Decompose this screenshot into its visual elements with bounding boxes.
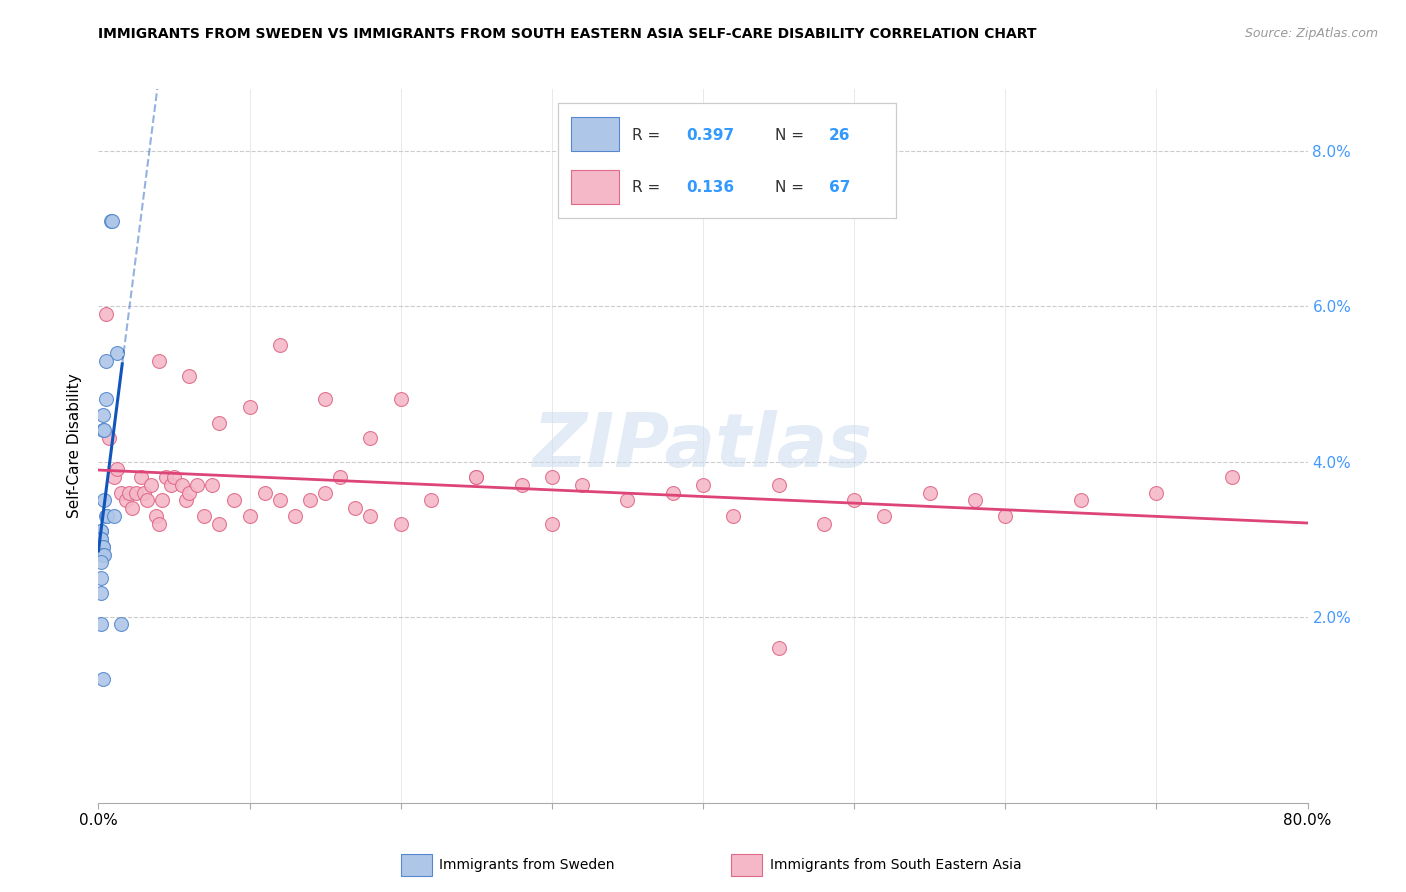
Point [873, 508, 896, 523]
Point [90, 555, 112, 569]
Point [93, 493, 115, 508]
Point [148, 516, 170, 531]
Point [208, 416, 231, 430]
Point [94, 392, 117, 407]
Point [114, 493, 136, 508]
Point [163, 470, 186, 484]
Point [994, 508, 1017, 523]
Text: Immigrants from Sweden: Immigrants from Sweden [439, 858, 614, 872]
Point [540, 470, 562, 484]
Point [129, 470, 152, 484]
Point [125, 485, 148, 500]
Point [91, 424, 114, 438]
Point [193, 508, 215, 523]
Point [90, 532, 112, 546]
Point [314, 392, 336, 407]
Point [389, 516, 412, 531]
Point [91, 540, 114, 554]
Point [186, 477, 208, 491]
Point [94, 508, 117, 523]
Point [284, 508, 307, 523]
Point [93, 548, 115, 562]
Point [145, 508, 167, 523]
Point [389, 392, 412, 407]
Point [692, 477, 714, 491]
Point [110, 617, 132, 632]
Point [132, 485, 155, 500]
Point [91, 672, 114, 686]
Point [90, 524, 112, 539]
Point [100, 214, 122, 228]
Point [170, 477, 193, 491]
Point [768, 640, 790, 655]
Point [98, 431, 121, 445]
Point [91, 408, 114, 422]
Point [94, 353, 117, 368]
Point [135, 493, 157, 508]
Point [118, 485, 141, 500]
Point [224, 493, 246, 508]
Point [94, 307, 117, 321]
Point [90, 524, 112, 539]
Point [344, 501, 367, 516]
Point [96, 508, 118, 523]
Point [201, 477, 224, 491]
Point [93, 424, 115, 438]
Point [844, 493, 866, 508]
Point [510, 477, 533, 491]
Point [110, 485, 132, 500]
Point [1220, 470, 1243, 484]
Point [91, 540, 114, 554]
Point [329, 470, 352, 484]
Point [299, 493, 322, 508]
Point [616, 493, 638, 508]
Point [571, 477, 593, 491]
Point [918, 485, 941, 500]
Point [1144, 485, 1167, 500]
Point [314, 485, 336, 500]
Point [121, 501, 143, 516]
Y-axis label: Self-Care Disability: Self-Care Disability [67, 374, 83, 518]
Point [269, 493, 291, 508]
Text: IMMIGRANTS FROM SWEDEN VS IMMIGRANTS FROM SOUTH EASTERN ASIA SELF-CARE DISABILIT: IMMIGRANTS FROM SWEDEN VS IMMIGRANTS FRO… [98, 27, 1036, 41]
Point [90, 586, 112, 600]
Point [148, 353, 170, 368]
Point [179, 369, 201, 384]
Point [105, 346, 128, 360]
Point [90, 571, 112, 585]
Text: ZIPatlas: ZIPatlas [533, 409, 873, 483]
Point [1070, 493, 1092, 508]
Point [239, 401, 262, 415]
Point [540, 516, 562, 531]
Text: Immigrants from South Eastern Asia: Immigrants from South Eastern Asia [770, 858, 1022, 872]
Point [150, 493, 173, 508]
Point [465, 470, 488, 484]
Point [813, 516, 835, 531]
Point [90, 532, 112, 546]
Point [269, 338, 291, 352]
Point [208, 516, 231, 531]
Point [103, 470, 125, 484]
Point [160, 477, 183, 491]
Point [465, 470, 488, 484]
Point [662, 485, 685, 500]
Point [360, 431, 382, 445]
Text: Source: ZipAtlas.com: Source: ZipAtlas.com [1244, 27, 1378, 40]
Point [103, 508, 125, 523]
Point [420, 493, 443, 508]
Point [253, 485, 276, 500]
Point [360, 508, 382, 523]
Point [141, 477, 163, 491]
Point [91, 548, 114, 562]
Point [179, 485, 201, 500]
Point [155, 470, 177, 484]
Point [105, 462, 128, 476]
Point [965, 493, 987, 508]
Point [723, 508, 745, 523]
Point [239, 508, 262, 523]
Point [768, 477, 790, 491]
Point [101, 214, 124, 228]
Point [174, 493, 197, 508]
Point [90, 617, 112, 632]
